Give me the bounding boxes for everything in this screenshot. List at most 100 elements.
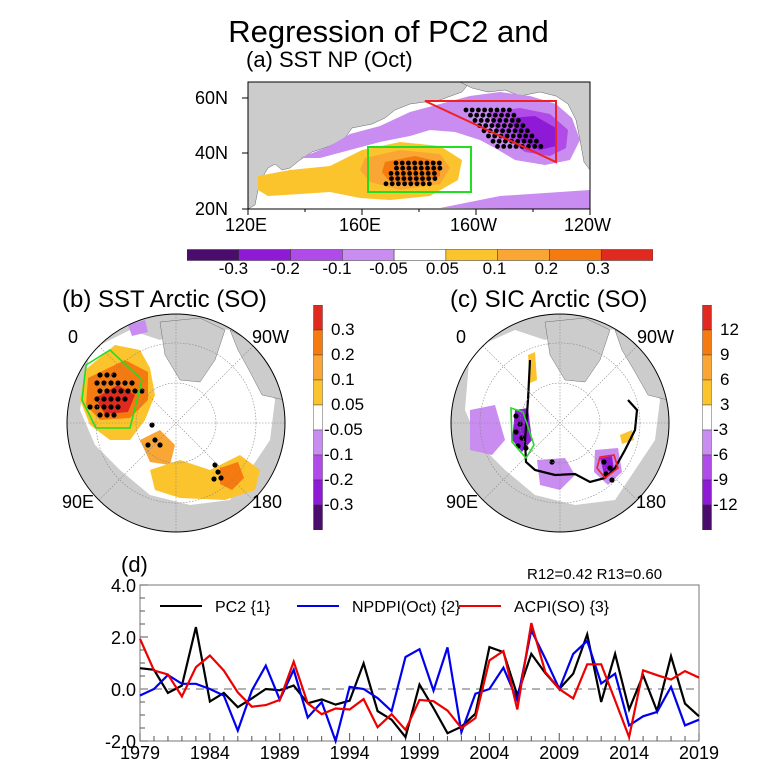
significance-dot bbox=[513, 144, 519, 149]
significance-dot bbox=[607, 465, 613, 471]
significance-dot bbox=[389, 181, 395, 187]
significance-dot bbox=[532, 144, 538, 149]
significance-dot bbox=[513, 429, 519, 435]
polar-c-label-90e: 90E bbox=[446, 492, 479, 512]
significance-dot bbox=[101, 404, 107, 410]
colorbar-b-label: -0.2 bbox=[324, 470, 354, 489]
significance-dot bbox=[529, 133, 535, 139]
significance-dot bbox=[534, 138, 539, 144]
significance-dot bbox=[389, 176, 394, 182]
significance-dot bbox=[97, 412, 103, 418]
significance-dot bbox=[506, 128, 512, 134]
sst-negative-patch-b bbox=[128, 320, 148, 336]
significance-dot bbox=[139, 388, 145, 394]
significance-dot bbox=[414, 181, 420, 187]
significance-dot bbox=[472, 118, 478, 123]
significance-dot bbox=[211, 476, 217, 482]
colorbar-b-label: -0.05 bbox=[324, 420, 363, 439]
significance-dot bbox=[97, 388, 103, 394]
significance-dot bbox=[517, 133, 522, 139]
significance-dot bbox=[104, 388, 110, 394]
significance-dot bbox=[499, 112, 504, 118]
colorbar-c-label: 9 bbox=[720, 345, 730, 364]
significance-dot bbox=[424, 160, 430, 166]
significance-dot bbox=[490, 138, 496, 144]
colorbar-c-label: -12 bbox=[713, 495, 738, 514]
polar-c-label-180: 180 bbox=[636, 492, 667, 512]
significance-dot bbox=[115, 404, 121, 410]
polar-b-label-180: 180 bbox=[252, 492, 283, 512]
sst-positive-southern-band bbox=[440, 190, 590, 209]
panel-c-title: (c) SIC Arctic (SO) bbox=[450, 286, 648, 313]
green-box bbox=[367, 146, 472, 193]
colorbar-a-label: 0.1 bbox=[482, 259, 507, 278]
legend-label: PC2 {1} bbox=[215, 599, 271, 616]
y-tick-label: 0.0 bbox=[111, 680, 136, 700]
land-canada-b bbox=[229, 329, 285, 401]
significance-dot bbox=[407, 176, 413, 182]
significance-dot bbox=[523, 445, 529, 451]
sst-positive-kara-b bbox=[140, 430, 175, 465]
significance-dot bbox=[383, 181, 389, 187]
significance-dot bbox=[412, 160, 417, 166]
colorbar-c-label: 3 bbox=[720, 395, 730, 414]
significance-dot bbox=[491, 118, 496, 123]
significance-dot bbox=[425, 171, 431, 176]
colorbar-b-label: -0.3 bbox=[324, 495, 354, 514]
significance-dot bbox=[125, 388, 131, 394]
significance-dot bbox=[488, 107, 494, 113]
significance-dot bbox=[482, 107, 487, 113]
significance-dot bbox=[111, 388, 117, 394]
significance-dot bbox=[122, 380, 128, 386]
significance-dot bbox=[497, 118, 503, 123]
colorbar-b-swatch bbox=[313, 504, 323, 530]
colorbar-b-label: 0.1 bbox=[331, 370, 355, 389]
polar-b-label-90w: 90W bbox=[252, 327, 290, 347]
significance-dot bbox=[122, 396, 128, 402]
x-tick-label: 2014 bbox=[609, 743, 649, 763]
colorbar-c-label: 6 bbox=[720, 370, 730, 389]
significance-dot bbox=[515, 138, 521, 144]
significance-dot bbox=[609, 477, 615, 483]
x-tick-label: 1999 bbox=[399, 743, 439, 763]
panel-c-colorbar bbox=[702, 305, 712, 530]
lon-label-120w: 120W bbox=[564, 215, 612, 235]
panel-a-map-content bbox=[248, 82, 590, 209]
significance-dot bbox=[420, 176, 425, 182]
significance-dot bbox=[437, 160, 442, 166]
x-tick-label: 2019 bbox=[679, 743, 719, 763]
panel-a-title: (a) SST NP (Oct) bbox=[246, 47, 413, 72]
significance-dot bbox=[157, 442, 163, 448]
significance-dot bbox=[523, 133, 529, 139]
significance-dot bbox=[218, 475, 224, 481]
significance-dot bbox=[402, 181, 407, 187]
significance-dot bbox=[538, 144, 544, 149]
significance-dot bbox=[145, 442, 151, 448]
significance-dot bbox=[512, 128, 518, 134]
significance-dot bbox=[406, 160, 411, 166]
significance-dot bbox=[432, 171, 437, 176]
significance-dot bbox=[115, 380, 121, 386]
significance-dot bbox=[503, 118, 509, 123]
significance-dot bbox=[413, 176, 419, 182]
land-north-america bbox=[459, 82, 590, 171]
polar-frame-b bbox=[66, 313, 286, 533]
polar-grid-c bbox=[451, 314, 669, 532]
significance-dot bbox=[500, 107, 506, 113]
figure-title: Regression of PC2 and bbox=[228, 14, 549, 49]
colorbar-c-label: -6 bbox=[713, 445, 729, 464]
lat-label-40n: 40N bbox=[195, 143, 229, 163]
polar-c-label-0: 0 bbox=[456, 327, 467, 347]
lat-label-60n: 60N bbox=[195, 88, 229, 108]
significance-dot bbox=[496, 138, 502, 144]
significance-dot bbox=[401, 176, 407, 182]
red-triangle bbox=[424, 100, 557, 164]
significance-dot bbox=[504, 133, 510, 139]
red-diamond-c bbox=[596, 454, 619, 480]
lon-label-120e: 120E bbox=[225, 215, 268, 235]
significance-dot bbox=[406, 165, 412, 171]
significance-dot bbox=[94, 396, 100, 402]
significance-dot bbox=[94, 404, 100, 410]
significance-dot bbox=[427, 181, 432, 187]
